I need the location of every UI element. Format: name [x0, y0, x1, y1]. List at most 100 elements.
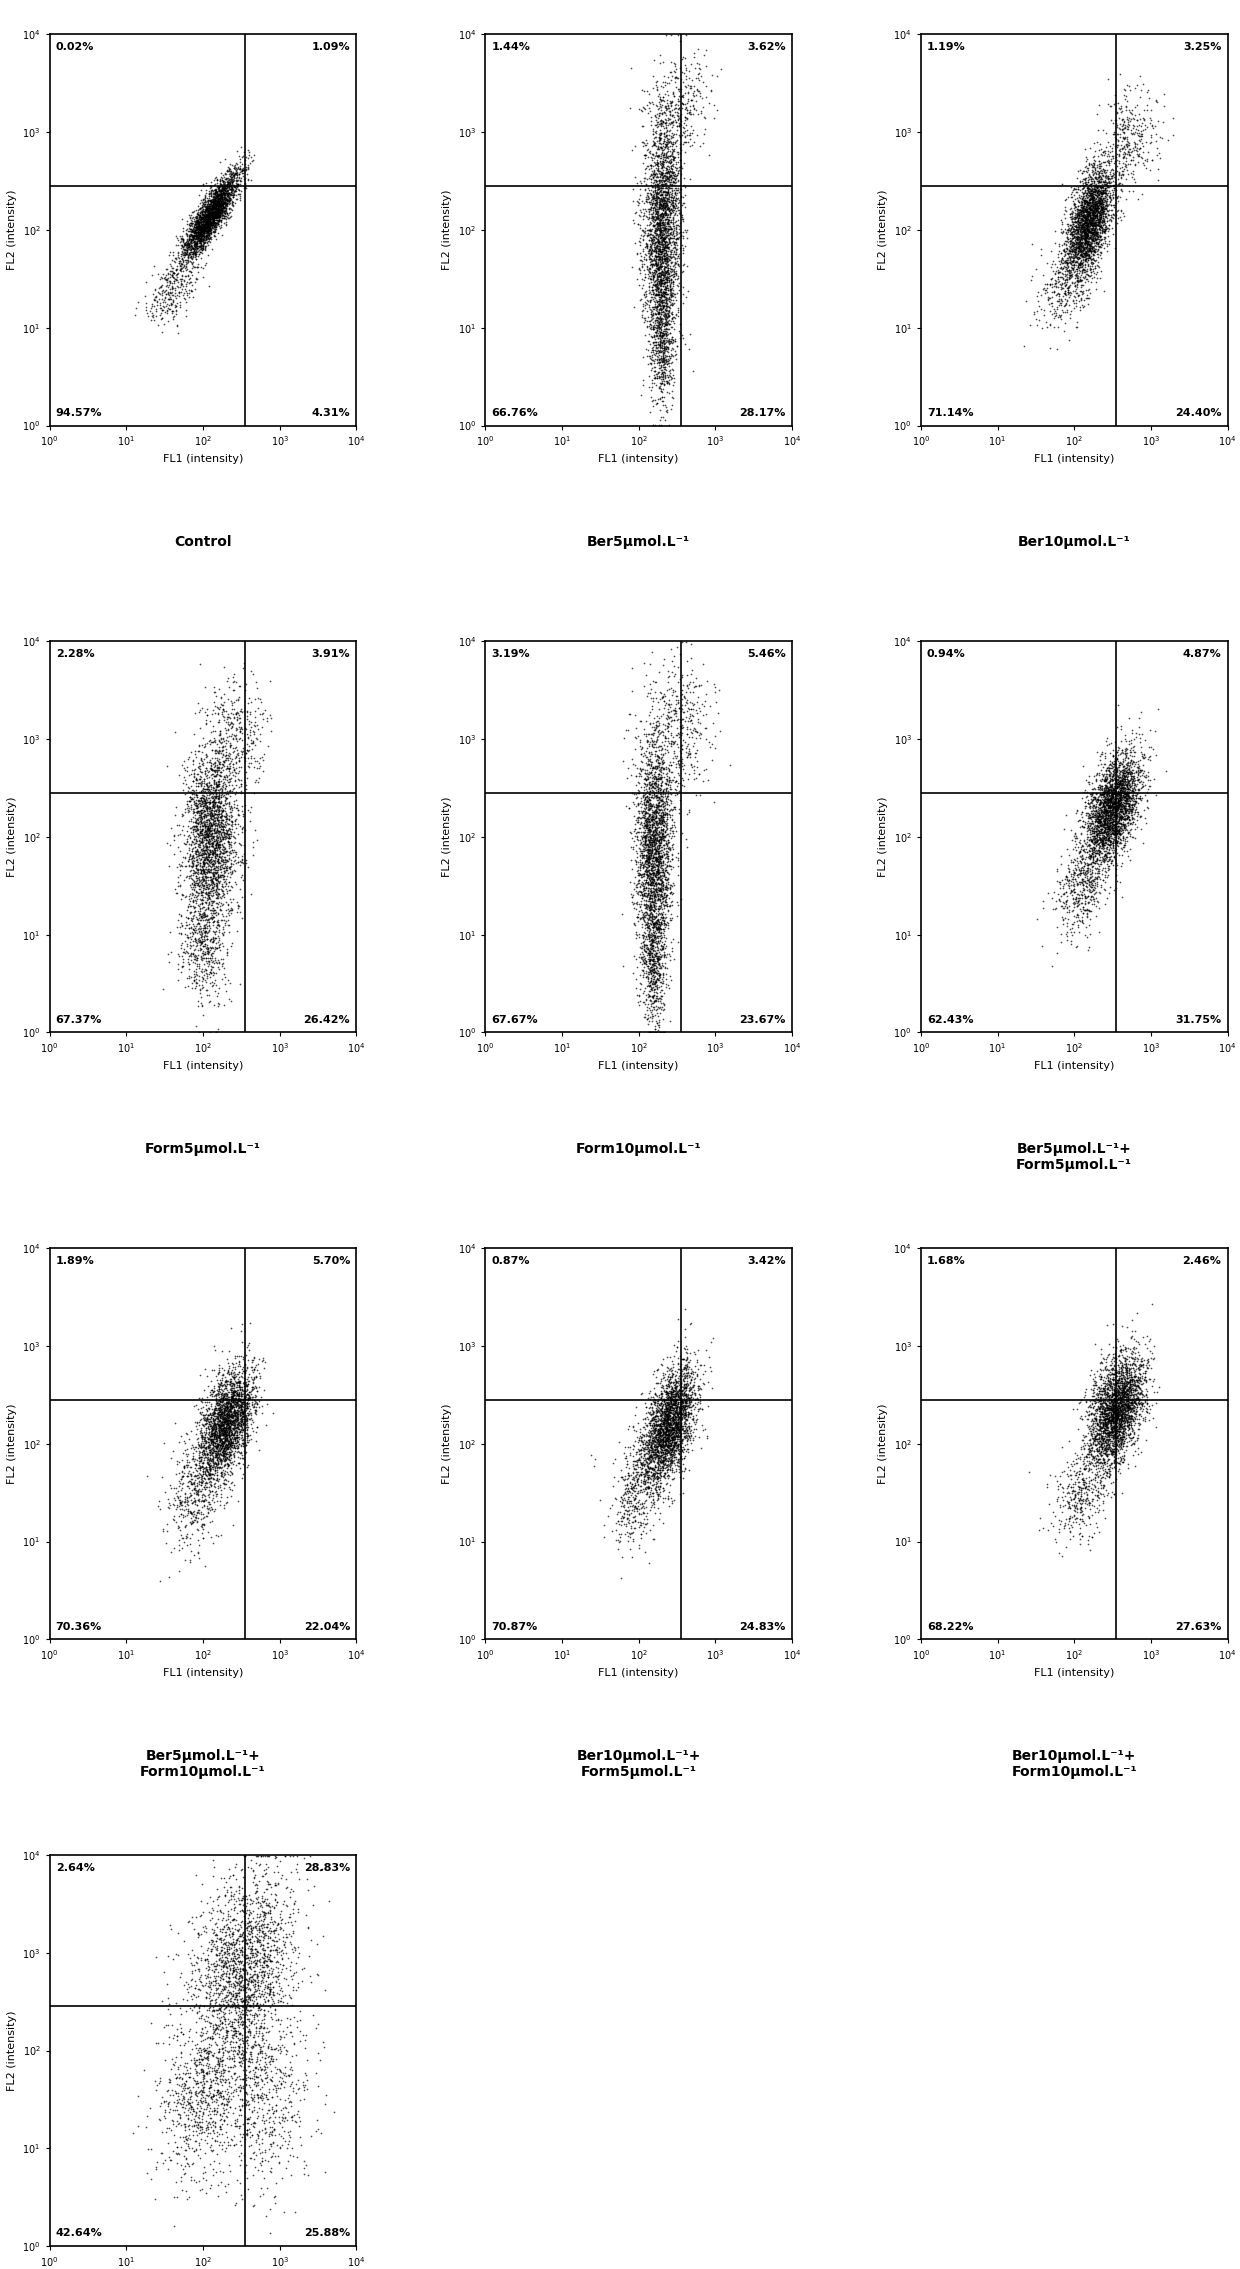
Point — [1089, 206, 1109, 243]
Point — [1081, 186, 1101, 222]
Point — [635, 710, 655, 747]
Point — [206, 894, 226, 930]
Point — [231, 2108, 250, 2144]
Point — [650, 871, 670, 908]
Point — [1100, 819, 1120, 855]
Point — [1078, 191, 1097, 227]
Point — [213, 195, 233, 231]
Point — [1063, 241, 1083, 277]
Point — [203, 803, 223, 840]
Point — [642, 218, 662, 254]
Point — [1116, 1386, 1136, 1423]
Point — [1112, 1380, 1132, 1416]
Point — [222, 1443, 242, 1479]
Point — [191, 1997, 211, 2033]
Point — [200, 840, 219, 876]
Point — [652, 213, 672, 250]
Point — [1106, 1395, 1126, 1432]
Point — [217, 1400, 237, 1436]
Point — [227, 1423, 247, 1459]
Point — [177, 1464, 197, 1500]
Point — [1070, 236, 1090, 272]
Point — [639, 1439, 658, 1475]
Point — [647, 722, 667, 758]
Point — [651, 1402, 671, 1439]
Point — [205, 792, 224, 828]
Point — [671, 79, 691, 116]
Point — [657, 295, 677, 331]
Point — [658, 172, 678, 209]
Point — [218, 175, 238, 211]
Point — [196, 206, 216, 243]
Point — [1132, 1377, 1152, 1414]
Point — [672, 186, 692, 222]
Point — [642, 141, 662, 177]
Point — [237, 735, 257, 771]
Point — [1128, 751, 1148, 787]
Point — [1112, 767, 1132, 803]
Point — [629, 903, 649, 939]
Point — [658, 220, 678, 256]
Point — [198, 209, 218, 245]
Point — [651, 1391, 671, 1427]
Point — [667, 1391, 687, 1427]
Point — [1084, 202, 1104, 238]
Point — [1089, 86, 1109, 123]
Point — [197, 2056, 217, 2092]
Point — [668, 188, 688, 225]
Point — [645, 812, 665, 849]
Point — [670, 1427, 689, 1464]
Point — [1097, 1391, 1117, 1427]
Point — [1084, 812, 1104, 849]
Point — [1071, 227, 1091, 263]
Point — [1110, 792, 1130, 828]
Point — [1095, 774, 1115, 810]
Point — [184, 220, 203, 256]
Point — [1069, 195, 1089, 231]
Point — [1117, 1386, 1137, 1423]
Point — [197, 200, 217, 236]
Point — [1099, 776, 1118, 812]
Point — [1118, 102, 1138, 138]
Point — [200, 188, 219, 225]
Point — [642, 801, 662, 837]
Point — [637, 853, 657, 889]
Point — [624, 288, 644, 324]
Point — [208, 1411, 228, 1448]
Point — [239, 1423, 259, 1459]
Point — [650, 946, 670, 982]
Point — [206, 1992, 226, 2028]
Point — [651, 899, 671, 935]
Point — [1089, 1409, 1109, 1445]
Point — [1083, 220, 1102, 256]
Point — [630, 1475, 650, 1511]
Point — [259, 1954, 279, 1990]
Point — [1095, 1459, 1115, 1495]
Point — [1101, 1400, 1121, 1436]
Point — [661, 213, 681, 250]
Point — [644, 973, 663, 1010]
Point — [175, 238, 195, 275]
Point — [236, 2117, 255, 2153]
Point — [200, 1407, 219, 1443]
Point — [1085, 193, 1105, 229]
Point — [680, 1405, 699, 1441]
Point — [195, 195, 215, 231]
Point — [226, 2015, 246, 2051]
Point — [262, 2117, 281, 2153]
Point — [1100, 769, 1120, 805]
Point — [1117, 1375, 1137, 1411]
Point — [1100, 1402, 1120, 1439]
Point — [665, 1368, 684, 1405]
Point — [262, 2153, 281, 2190]
Point — [662, 318, 682, 354]
Point — [652, 304, 672, 340]
Point — [227, 1373, 247, 1409]
Point — [637, 231, 657, 268]
Point — [642, 749, 662, 785]
Point — [219, 864, 239, 901]
Point — [210, 177, 229, 213]
Point — [192, 213, 212, 250]
Point — [1090, 810, 1110, 846]
Point — [218, 787, 238, 824]
